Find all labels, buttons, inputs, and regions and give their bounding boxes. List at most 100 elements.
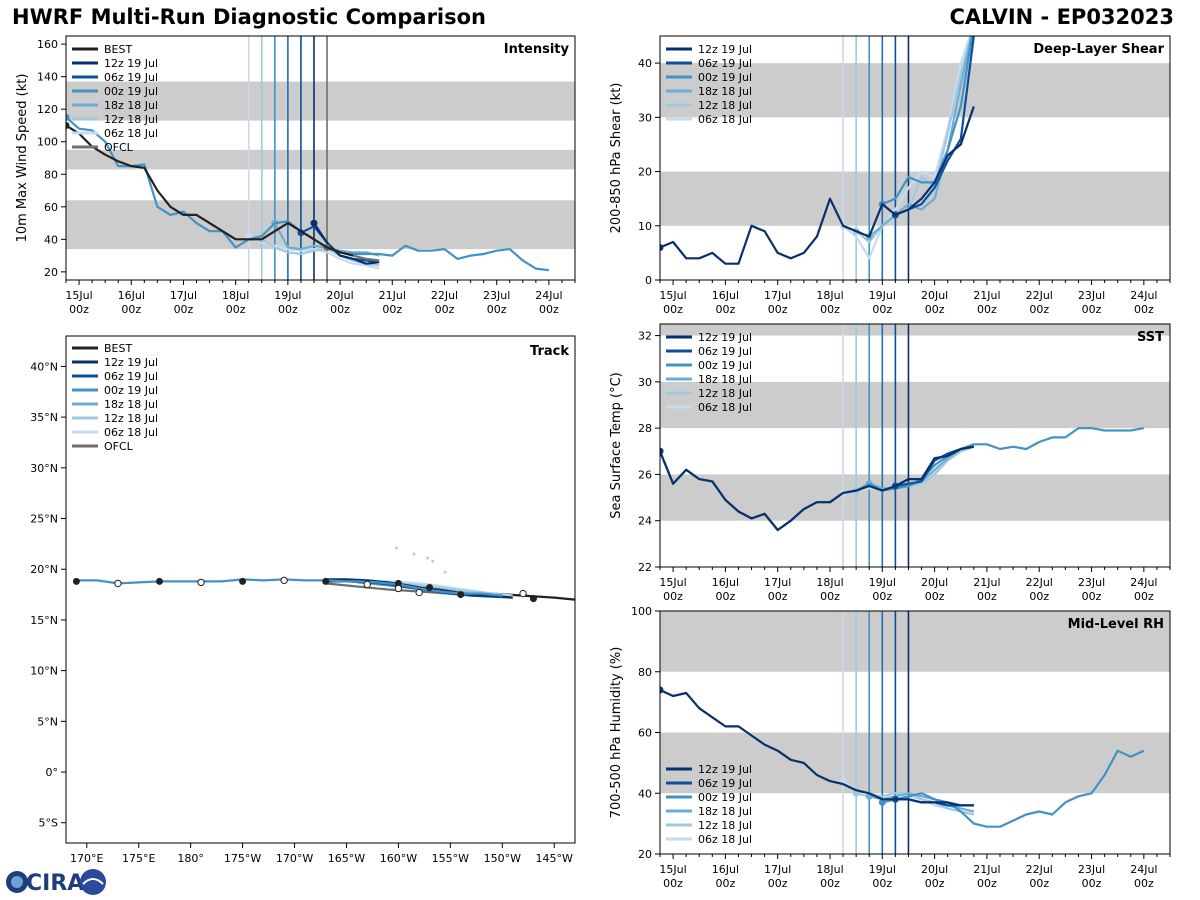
shear-xtick-label: 00z: [820, 303, 840, 316]
intensity-xtick-label: 00z: [174, 303, 194, 316]
shear-series-group: [660, 36, 975, 265]
track-xtick-label: 175°E: [122, 852, 155, 865]
intensity-band: [66, 81, 575, 121]
track-ytick-label: 5°N: [37, 715, 58, 728]
shear-xtick-label: 00z: [1082, 303, 1102, 316]
rh-init-marker: [660, 686, 664, 694]
intensity-init-marker: [66, 113, 70, 121]
track-ytick-label: 5°S: [39, 817, 58, 830]
shear-legend-label: 06z 19 Jul: [698, 57, 752, 70]
shear-xtick-label: 20Jul: [921, 289, 948, 302]
sst-band: [660, 381, 1170, 429]
rh-panel-label: Mid-Level RH: [1068, 617, 1164, 632]
intensity-series-group: [66, 113, 550, 272]
track-best-point: [394, 579, 402, 587]
shear-xtick-label: 22Jul: [1026, 289, 1053, 302]
rh-ytick-label: 60: [638, 727, 652, 740]
sst-panel-label: SST: [1137, 330, 1164, 345]
shear-xtick-label: 00z: [1134, 303, 1154, 316]
intensity-ytick-label: 20: [44, 266, 58, 279]
sst-xtick-label: 00z: [663, 590, 683, 603]
sst-xtick-label: 19Jul: [869, 576, 896, 589]
shear-ylabel: 200-850 hPa Shear (kt): [609, 83, 624, 234]
track-frame: [65, 335, 576, 844]
intensity-xtick-label: 00z: [382, 303, 402, 316]
island-marker: [412, 552, 416, 556]
sst-ytick-label: 28: [638, 422, 652, 435]
rh-xtick-label: 16Jul: [712, 863, 739, 876]
shear-ytick-label: 30: [638, 111, 652, 124]
sst-ylabel: Sea Surface Temp (°C): [609, 372, 624, 519]
shear-ytick-label: 0: [645, 274, 652, 287]
logo-text: CIRA: [26, 871, 84, 896]
rh-ytick-label: 40: [638, 787, 652, 800]
shear-series-line: [855, 36, 973, 244]
intensity-series-line: [66, 124, 354, 257]
shear-panel-label: Deep-Layer Shear: [1033, 42, 1164, 57]
sst-xtick-label: 00z: [820, 590, 840, 603]
track-best-point: [457, 591, 465, 599]
rh-xtick-label: 15Jul: [659, 863, 686, 876]
intensity-ytick-label: 60: [44, 201, 58, 214]
track-open-point: [280, 576, 288, 585]
shear-init-marker: [660, 243, 664, 251]
track-panel: 170°E 175°E 180° 175°W 170°W 165°W 160°W 155°W 1…: [30, 335, 576, 865]
sst-ytick-label: 32: [638, 330, 652, 343]
sst-panel: 15Jul00z16Jul00z17Jul00z18Jul00z19Jul00z…: [609, 323, 1171, 603]
shear-band: [660, 63, 1170, 118]
track-open-point: [519, 589, 527, 598]
track-xtick-label: 165°W: [328, 852, 365, 865]
track-ytick-label: 15°N: [30, 614, 58, 627]
track-best-point: [155, 577, 163, 585]
rh-legend-label: 00z 19 Jul: [698, 791, 752, 804]
track-legend-label: 18z 18 Jul: [104, 398, 158, 411]
track-legend-label: 06z 19 Jul: [104, 370, 158, 383]
intensity-ytick-label: 120: [37, 103, 58, 116]
rh-xtick-label: 18Jul: [816, 863, 843, 876]
rh-xtick-label: 19Jul: [869, 863, 896, 876]
sst-xtick-label: 00z: [715, 590, 735, 603]
intensity-init-marker: [66, 121, 70, 129]
intensity-legend-label: 06z 19 Jul: [104, 71, 158, 84]
intensity-legend-label: 00z 19 Jul: [104, 85, 158, 98]
shear-series-line: [868, 36, 973, 238]
sst-band: [660, 324, 1170, 336]
intensity-xtick-label: 00z: [226, 303, 246, 316]
sst-legend-label: 12z 19 Jul: [698, 331, 752, 344]
track-xtick-label: 180°: [177, 852, 204, 865]
intensity-legend-label: 12z 19 Jul: [104, 57, 158, 70]
sst-ytick-label: 30: [638, 376, 652, 389]
track-open-point: [197, 578, 205, 587]
rh-xtick-label: 00z: [663, 877, 683, 890]
intensity-xtick-label: 17Jul: [170, 289, 197, 302]
intensity-xtick-label: 00z: [69, 303, 89, 316]
track-legend-label: 12z 18 Jul: [104, 412, 158, 425]
track-best-point: [239, 577, 247, 585]
island-marker: [431, 559, 435, 563]
rh-ytick-label: 80: [638, 666, 652, 679]
shear-xtick-label: 21Jul: [973, 289, 1000, 302]
rh-xtick-label: 00z: [1134, 877, 1154, 890]
track-open-point: [363, 580, 371, 589]
track-ytick-label: 25°N: [30, 513, 58, 526]
sst-xtick-label: 16Jul: [712, 576, 739, 589]
sst-legend-label: 18z 18 Jul: [698, 373, 752, 386]
shear-xtick-label: 00z: [715, 303, 735, 316]
rh-xtick-label: 00z: [715, 877, 735, 890]
track-panel-label: Track: [530, 344, 569, 359]
sst-xtick-label: 18Jul: [816, 576, 843, 589]
rh-xtick-label: 00z: [872, 877, 892, 890]
shear-xtick-label: 00z: [663, 303, 683, 316]
rh-series-group: [660, 686, 1145, 828]
track-xtick-label: 155°W: [432, 852, 469, 865]
shear-legend-label: 12z 19 Jul: [698, 43, 752, 56]
rh-xtick-label: 23Jul: [1078, 863, 1105, 876]
track-ytick-label: 40°N: [30, 360, 58, 373]
rh-xtick-label: 00z: [977, 877, 997, 890]
track-legend-label: BEST: [104, 342, 132, 355]
rh-legend-label: 12z 19 Jul: [698, 763, 752, 776]
shear-panel: 15Jul00z16Jul00z17Jul00z18Jul00z19Jul00z…: [609, 35, 1171, 316]
shear-xtick-label: 15Jul: [659, 289, 686, 302]
track-legend-label: OFCL: [104, 440, 134, 453]
intensity-xtick-label: 19Jul: [274, 289, 301, 302]
